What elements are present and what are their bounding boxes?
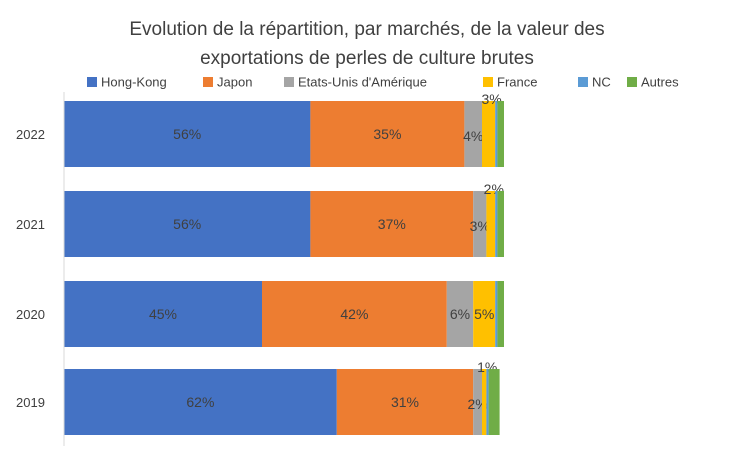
bar-group-2021: 56% 37% 3%2%2021 (16, 181, 504, 257)
bar-segment (495, 281, 498, 347)
bar-group-2020: 45% 42% 6% 5% 2020 (16, 281, 504, 347)
legend-item: France (483, 75, 537, 90)
category-label: 2022 (16, 127, 45, 142)
bar-data-label: 31% (391, 394, 419, 410)
bar-segment (486, 191, 496, 257)
category-label: 2020 (16, 307, 45, 322)
bar-segment (336, 369, 474, 435)
bar-segment (464, 101, 482, 167)
bar-group-2019: 62% 31% 2%1%2019 (16, 359, 500, 435)
bar-segment (446, 281, 474, 347)
legend-swatch (483, 77, 493, 87)
legend-label: Hong-Kong (101, 75, 167, 90)
legend-item: NC (578, 75, 611, 90)
legend-item: Etats-Unis d'Amérique (284, 75, 427, 90)
bar-segment (64, 191, 311, 257)
bar-segment (64, 369, 337, 435)
legend-item: Japon (203, 75, 252, 90)
legend-item: Autres (627, 75, 679, 90)
bar-data-label: 42% (340, 306, 368, 322)
legend-label: Etats-Unis d'Amérique (298, 75, 427, 90)
bar-data-label: 6% (450, 306, 470, 322)
bar-data-label: 5% (474, 306, 494, 322)
category-label: 2021 (16, 217, 45, 232)
bar-segment (486, 369, 489, 435)
category-label: 2019 (16, 395, 45, 410)
bar-segment (482, 369, 487, 435)
legend-label: Japon (217, 75, 252, 90)
legend-swatch (284, 77, 294, 87)
legend-swatch (203, 77, 213, 87)
legend-swatch (627, 77, 637, 87)
legend-item: Hong-Kong (87, 75, 167, 90)
bar-segment (497, 281, 504, 347)
bar-segment (495, 101, 498, 167)
bar-data-label: 37% (378, 216, 406, 232)
bar-segment (64, 281, 262, 347)
bar-segment (262, 281, 447, 347)
bar-segment (482, 101, 496, 167)
chart-title-line: exportations de perles de culture brutes (200, 48, 534, 69)
bar-data-label: 62% (186, 394, 214, 410)
legend-label: NC (592, 75, 611, 90)
bar-segment (310, 191, 474, 257)
bar-segment (473, 191, 487, 257)
bar-segment (495, 191, 498, 257)
bar-data-label: 45% (149, 306, 177, 322)
bar-data-label: 35% (373, 126, 401, 142)
bar-group-2022: 56% 35% 4%3%2022 (16, 91, 504, 167)
bar-segment (64, 101, 311, 167)
bar-data-label: 3% (470, 218, 490, 234)
bar-segment (497, 191, 504, 257)
bar-segment (473, 369, 482, 435)
legend-swatch (87, 77, 97, 87)
chart-title-line: Evolution de la répartition, par marchés… (129, 19, 604, 40)
bar-segment (473, 281, 496, 347)
legend-label: Autres (641, 75, 679, 90)
legend-label: France (497, 75, 537, 90)
bar-data-label: 4% (463, 128, 483, 144)
bar-segment (497, 101, 504, 167)
bar-segment (310, 101, 465, 167)
legend-swatch (578, 77, 588, 87)
bar-segment (488, 369, 500, 435)
bar-data-label: 56% (173, 216, 201, 232)
bar-data-label: 56% (173, 126, 201, 142)
